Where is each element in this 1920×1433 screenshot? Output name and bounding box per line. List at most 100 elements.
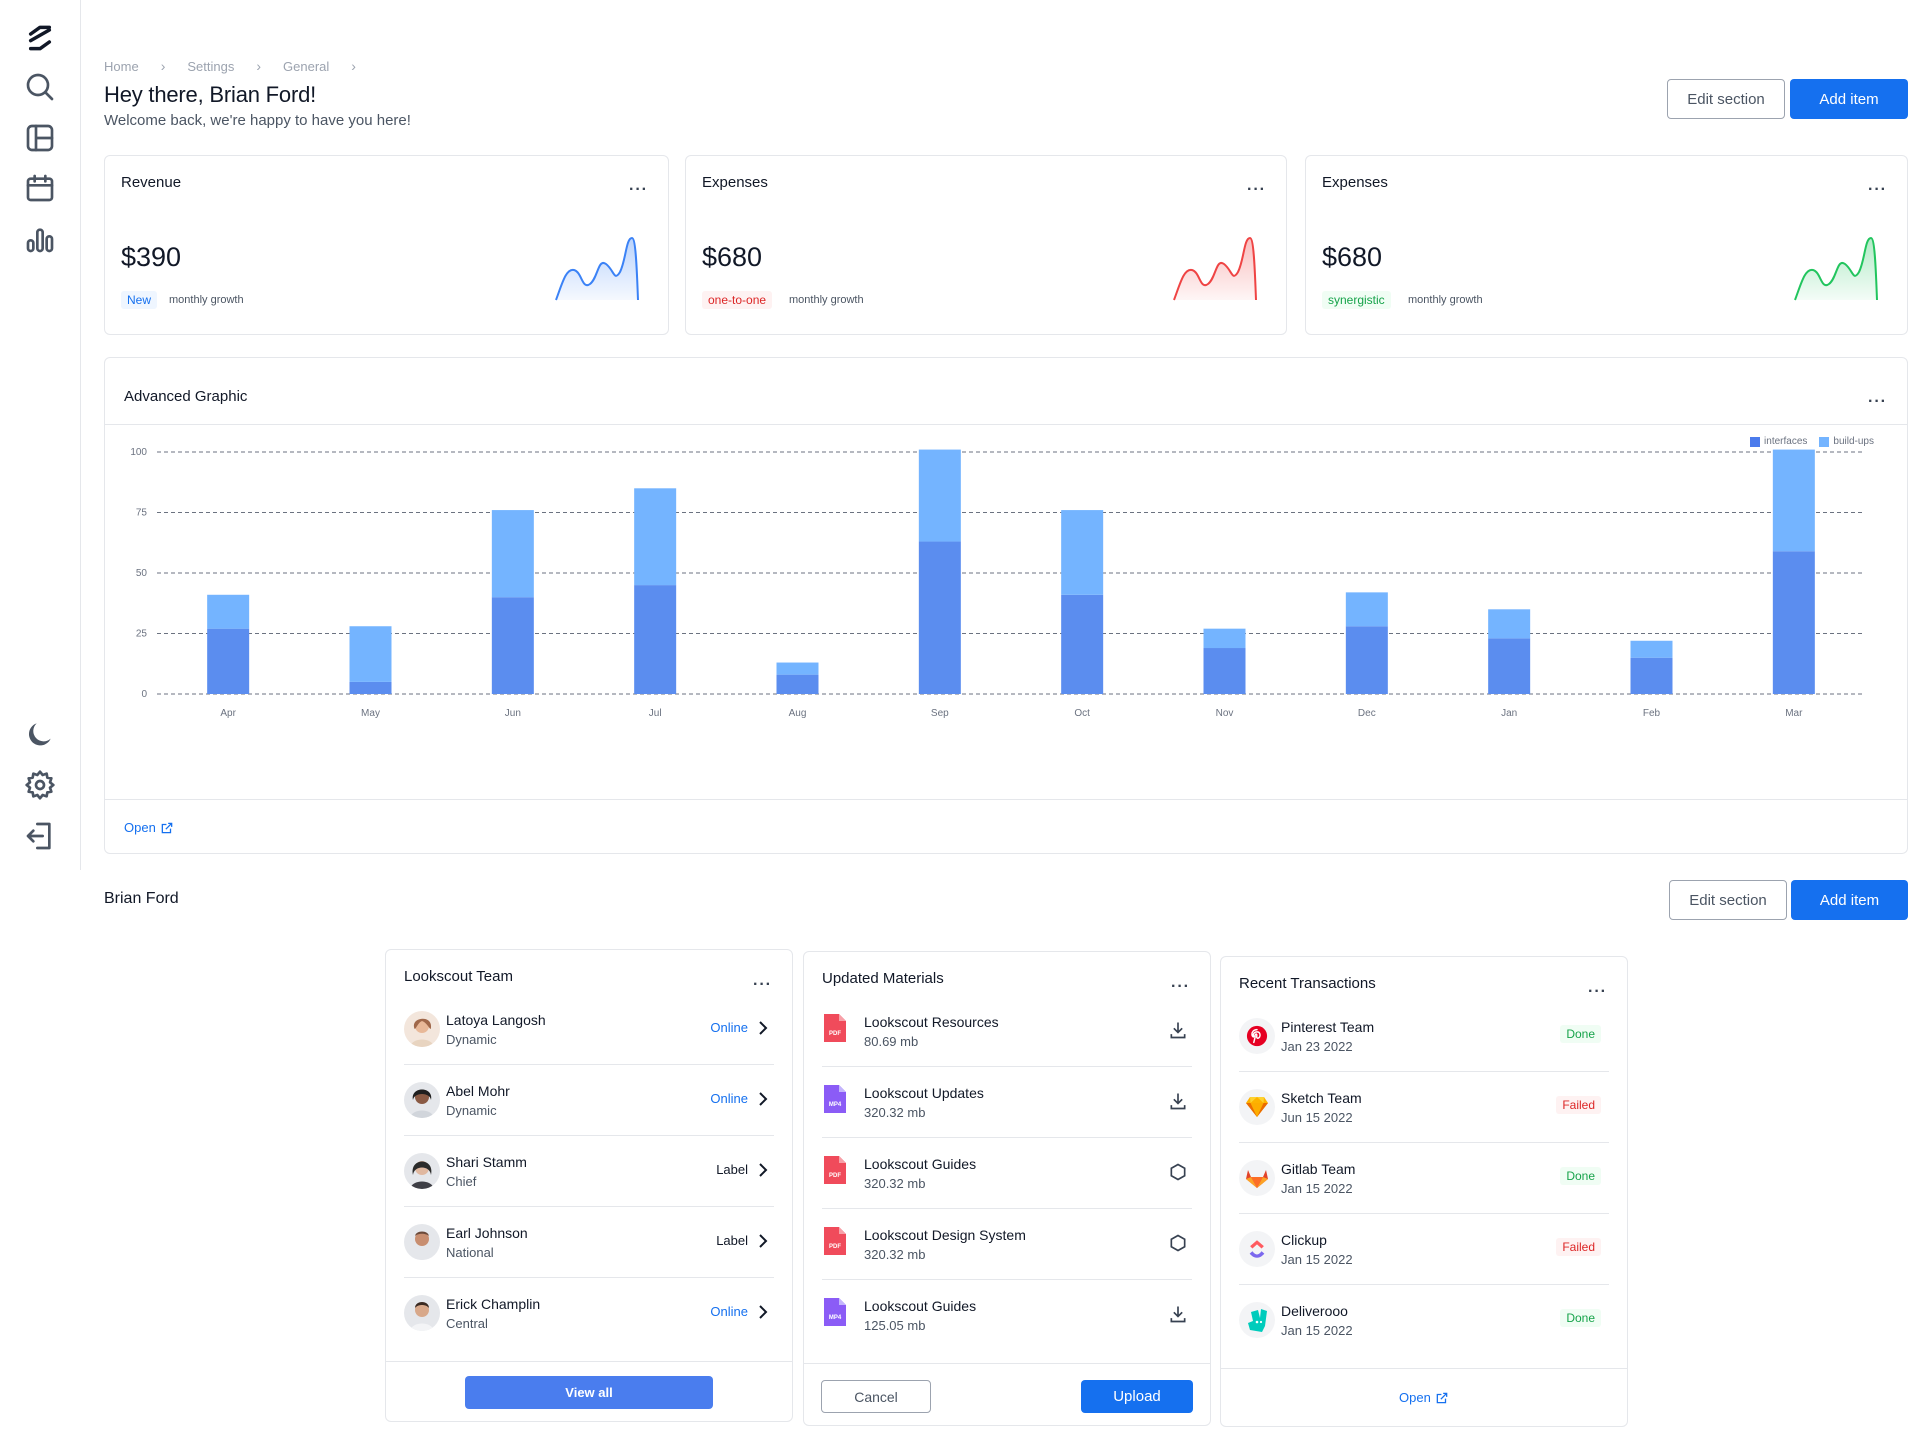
upload-button[interactable]: Upload: [1081, 1380, 1193, 1413]
list-item[interactable]: MP4 Lookscout Guides 125.05 mb: [822, 1280, 1192, 1351]
list-item[interactable]: Sketch Team Jun 15 2022 Failed: [1239, 1072, 1609, 1143]
file-name: Lookscout Guides: [864, 1156, 977, 1172]
file-size: 80.69 mb: [864, 1034, 919, 1049]
list-item[interactable]: Pinterest Team Jan 23 2022 Done: [1239, 1001, 1609, 1072]
bar-segment: [918, 541, 961, 694]
chevron-right-icon[interactable]: [756, 1091, 770, 1107]
hexagon-icon[interactable]: [1168, 1162, 1188, 1182]
legend-item[interactable]: build-ups: [1819, 436, 1874, 447]
card-title: Recent Transactions: [1239, 975, 1376, 992]
download-icon[interactable]: [1168, 1091, 1188, 1111]
status-badge: Failed: [1556, 1238, 1601, 1256]
open-link[interactable]: Open: [124, 820, 174, 835]
status-badge: Label: [716, 1162, 748, 1177]
svg-text:PDF: PDF: [829, 1244, 841, 1250]
layout-icon[interactable]: [22, 120, 58, 156]
bar-chart-icon[interactable]: [22, 221, 58, 257]
x-tick-label: Mar: [1785, 708, 1803, 719]
logo-icon[interactable]: [22, 20, 58, 56]
breadcrumb: Home › Settings › General ›: [104, 58, 378, 74]
transaction-name: Pinterest Team: [1281, 1019, 1375, 1035]
divider: [105, 424, 1907, 425]
view-all-button[interactable]: View all: [465, 1376, 713, 1409]
gear-icon[interactable]: [22, 767, 58, 803]
add-item-button[interactable]: Add item: [1790, 79, 1908, 119]
member-name: Abel Mohr: [446, 1083, 510, 1099]
hexagon-icon[interactable]: [1168, 1233, 1188, 1253]
stat-title: Expenses: [702, 174, 768, 191]
legend-item[interactable]: interfaces: [1750, 436, 1807, 447]
svg-text:MP4: MP4: [829, 1315, 842, 1321]
edit-section-button[interactable]: Edit section: [1667, 79, 1785, 119]
svg-text:PDF: PDF: [829, 1031, 841, 1037]
list-item[interactable]: PDF Lookscout Design System 320.32 mb: [822, 1209, 1192, 1280]
breadcrumb-home[interactable]: Home: [104, 58, 139, 74]
moon-icon[interactable]: [22, 716, 58, 752]
logout-icon[interactable]: [22, 818, 58, 854]
more-icon[interactable]: ···: [753, 976, 772, 993]
stat-value: $680: [702, 242, 763, 272]
more-icon[interactable]: ···: [1868, 393, 1887, 410]
bar-segment: [1630, 657, 1673, 694]
list-item[interactable]: Latoya Langosh Dynamic Online: [404, 994, 774, 1065]
pinterest-icon: [1239, 1018, 1275, 1054]
edit-section-button[interactable]: Edit section: [1669, 880, 1787, 920]
bar-segment: [1345, 626, 1388, 694]
chevron-right-icon[interactable]: [756, 1020, 770, 1036]
sparkline-chart: [555, 236, 639, 301]
cancel-button[interactable]: Cancel: [821, 1380, 931, 1413]
transaction-date: Jan 23 2022: [1281, 1039, 1353, 1054]
list-item[interactable]: PDF Lookscout Resources 80.69 mb: [822, 996, 1192, 1067]
status-badge: Online: [710, 1304, 748, 1319]
breadcrumb-general[interactable]: General: [283, 58, 330, 74]
more-icon[interactable]: ···: [629, 181, 648, 198]
breadcrumb-settings[interactable]: Settings: [187, 58, 235, 74]
status-badge: Online: [710, 1020, 748, 1035]
x-tick-label: Nov: [1216, 708, 1234, 719]
more-icon[interactable]: ···: [1247, 181, 1266, 198]
list-item[interactable]: PDF Lookscout Guides 320.32 mb: [822, 1138, 1192, 1209]
list-item[interactable]: Gitlab Team Jan 15 2022 Done: [1239, 1143, 1609, 1214]
divider: [1221, 1368, 1627, 1369]
x-tick-label: Jul: [649, 708, 662, 719]
bar-segment: [1061, 594, 1104, 694]
chevron-right-icon[interactable]: [756, 1304, 770, 1320]
sketch-icon: [1239, 1089, 1275, 1125]
more-icon[interactable]: ···: [1868, 181, 1887, 198]
bar-segment: [1630, 640, 1673, 658]
open-link[interactable]: Open: [1399, 1390, 1449, 1405]
list-item[interactable]: MP4 Lookscout Updates 320.32 mb: [822, 1067, 1192, 1138]
list-item[interactable]: Erick Champlin Central Online: [404, 1278, 774, 1349]
chevron-right-icon: ›: [160, 58, 166, 74]
file-name: Lookscout Design System: [864, 1227, 1026, 1243]
bar-segment: [349, 681, 392, 694]
list-item[interactable]: Deliverooo Jan 15 2022 Done: [1239, 1285, 1609, 1356]
download-icon[interactable]: [1168, 1304, 1188, 1324]
more-icon[interactable]: ···: [1171, 978, 1190, 995]
avatar-image: [410, 1231, 434, 1260]
chevron-right-icon[interactable]: [756, 1233, 770, 1249]
list-item[interactable]: Shari Stamm Chief Label: [404, 1136, 774, 1207]
card-title: Lookscout Team: [404, 968, 513, 985]
y-tick-label: 25: [136, 629, 148, 640]
search-icon[interactable]: [22, 69, 58, 105]
calendar-icon[interactable]: [22, 170, 58, 206]
list-item[interactable]: Earl Johnson National Label: [404, 1207, 774, 1278]
avatar: [404, 1011, 440, 1047]
download-icon[interactable]: [1168, 1020, 1188, 1040]
clickup-icon: [1239, 1231, 1275, 1267]
file-size: 320.32 mb: [864, 1105, 926, 1120]
more-icon[interactable]: ···: [1588, 983, 1607, 1000]
add-item-button[interactable]: Add item: [1791, 880, 1908, 920]
materials-card: Updated Materials ··· PDF Lookscout Reso…: [803, 951, 1211, 1426]
mp4-file-icon: MP4: [824, 1085, 846, 1113]
pdf-file-icon: PDF: [824, 1156, 846, 1184]
legend-swatch: [1819, 436, 1830, 447]
chevron-right-icon[interactable]: [756, 1162, 770, 1178]
list-item[interactable]: Abel Mohr Dynamic Online: [404, 1065, 774, 1136]
list-item[interactable]: Clickup Jan 15 2022 Failed: [1239, 1214, 1609, 1285]
stat-card-revenue: Revenue ··· $390 New monthly growth: [104, 155, 669, 335]
svg-text:PDF: PDF: [829, 1173, 841, 1179]
deliveroo-icon: [1239, 1302, 1275, 1338]
section-title: Brian Ford: [104, 890, 179, 907]
